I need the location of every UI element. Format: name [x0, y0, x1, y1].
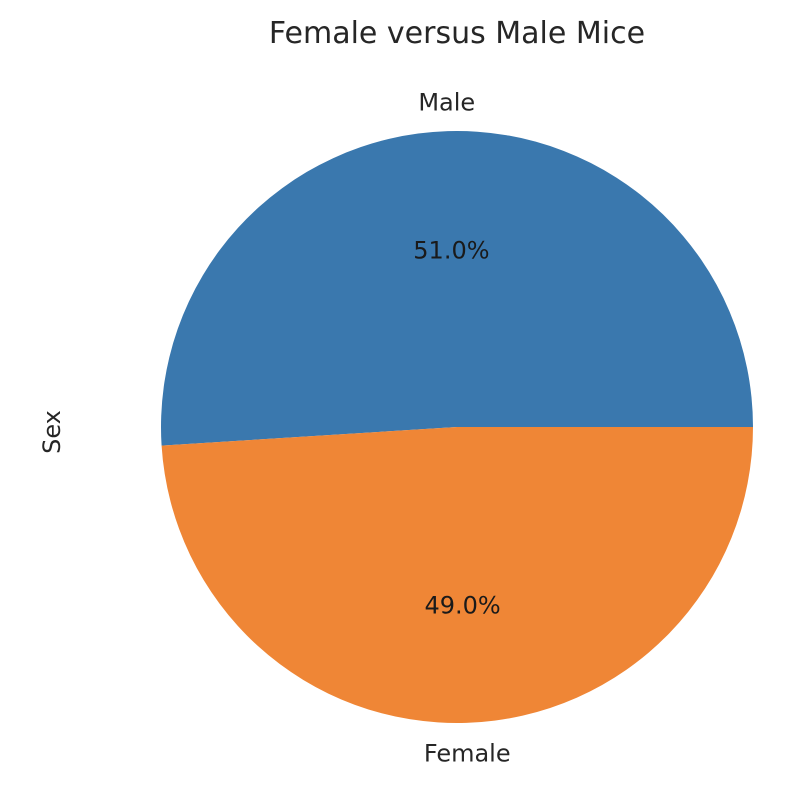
pie-slice-female: [161, 427, 754, 724]
chart-title: Female versus Male Mice: [269, 16, 645, 51]
percent-label-male: 51.0%: [413, 236, 489, 264]
pie-slice-male: [161, 131, 754, 446]
slice-label-male: Male: [418, 89, 475, 117]
pie-labels: Male 51.0% Female 49.0%: [413, 89, 510, 768]
y-axis-label: Sex: [38, 410, 66, 454]
pie-slices: [161, 131, 754, 724]
percent-label-female: 49.0%: [424, 592, 500, 620]
slice-label-female: Female: [424, 739, 511, 767]
